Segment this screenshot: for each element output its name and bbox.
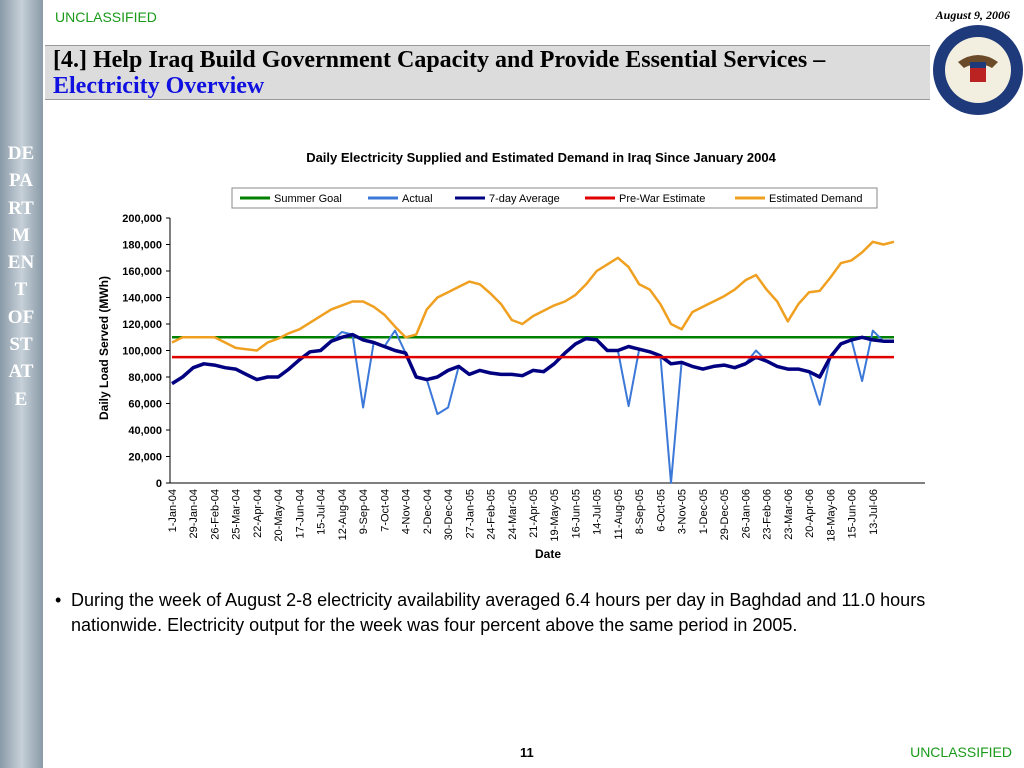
x-tick-label: 15-Jul-04 <box>316 489 328 535</box>
y-tick-label: 60,000 <box>128 399 162 411</box>
x-tick-label: 11-Aug-05 <box>613 489 625 540</box>
y-tick-label: 120,000 <box>122 319 162 331</box>
x-tick-label: 1-Jan-04 <box>167 489 179 532</box>
title: [4.] Help Iraq Build Government Capacity… <box>53 47 913 99</box>
x-tick-label: 13-Jul-06 <box>868 489 880 535</box>
y-tick-label: 200,000 <box>122 213 162 225</box>
x-tick-label: 18-May-06 <box>825 489 837 542</box>
y-tick-label: 0 <box>156 478 162 490</box>
x-tick-label: 19-May-05 <box>549 489 561 542</box>
seal <box>933 25 1023 115</box>
x-tick-label: 17-Jun-04 <box>294 489 306 539</box>
classification: UNCLASSIFIED <box>910 744 1012 760</box>
x-tick-label: 26-Feb-04 <box>209 489 221 540</box>
legend-label: Estimated Demand <box>769 193 863 205</box>
title-box: [4.] Help Iraq Build Government Capacity… <box>45 45 930 100</box>
title-highlight: Electricity Overview <box>53 73 265 99</box>
x-tick-label: 23-Feb-06 <box>762 489 774 540</box>
x-tick-label: 1-Dec-05 <box>698 489 710 534</box>
x-axis-label: Date <box>535 547 561 561</box>
x-tick-label: 15-Jun-06 <box>847 489 859 539</box>
series-line <box>171 329 894 484</box>
y-axis-label: Daily Load Served (MWh) <box>97 276 111 420</box>
date: August 9, 2006 <box>935 8 1010 22</box>
legend-label: 7-day Average <box>489 193 560 205</box>
x-tick-label: 3-Nov-05 <box>677 489 689 534</box>
x-tick-label: 16-Jun-05 <box>570 489 582 539</box>
seal-eagle <box>958 55 998 68</box>
x-tick-label: 27-Jan-05 <box>464 489 476 539</box>
bullet-dot: • <box>55 590 62 610</box>
bullet-text: During the week of August 2-8 electricit… <box>71 590 926 635</box>
y-tick-label: 20,000 <box>128 452 162 464</box>
page-number: 11 <box>520 745 534 760</box>
x-tick-label: 6-Oct-05 <box>655 489 667 532</box>
x-tick-label: 29-Jan-04 <box>188 489 200 539</box>
x-tick-label: 9-Sep-04 <box>358 489 370 534</box>
series-line <box>171 240 895 352</box>
y-tick-label: 100,000 <box>122 346 162 358</box>
x-tick-label: 8-Sep-05 <box>634 489 646 534</box>
series-line <box>171 332 894 386</box>
x-tick-label: 25-Mar-04 <box>231 489 243 540</box>
legend-label: Actual <box>402 193 433 205</box>
y-tick-label: 160,000 <box>122 266 162 278</box>
legend-label: Summer Goal <box>274 193 342 205</box>
sidebar-text: DEPARTMENT OF STATE <box>7 143 35 410</box>
x-tick-label: 12-Aug-04 <box>337 489 349 540</box>
classification: UNCLASSIFIED <box>55 9 157 25</box>
x-tick-label: 23-Mar-06 <box>783 489 795 540</box>
y-tick-label: 40,000 <box>128 425 162 437</box>
x-tick-label: 24-Feb-05 <box>486 489 498 540</box>
x-tick-label: 22-Apr-04 <box>252 489 264 538</box>
x-tick-label: 24-Mar-05 <box>507 489 519 540</box>
y-tick-label: 140,000 <box>122 293 162 305</box>
x-tick-label: 20-Apr-06 <box>804 489 816 538</box>
legend-box <box>231 187 878 209</box>
title-text: [4.] Help Iraq Build Government Capacity… <box>53 47 826 73</box>
seal-shield-top <box>970 62 986 68</box>
x-tick-label: 2-Dec-04 <box>422 489 434 534</box>
chart-title: Daily Electricity Supplied and Estimated… <box>306 150 776 165</box>
y-tick-label: 180,000 <box>122 240 162 252</box>
sidebar: DEPARTMENT OF STATE <box>0 0 43 768</box>
x-tick-label: 4-Nov-04 <box>401 489 413 534</box>
legend-label: Pre-War Estimate <box>619 193 705 205</box>
y-tick-label: 80,000 <box>128 372 162 384</box>
x-tick-label: 14-Jul-05 <box>592 489 604 535</box>
x-tick-label: 7-Oct-04 <box>379 489 391 532</box>
x-tick-label: 29-Dec-05 <box>719 489 731 540</box>
x-tick-label: 26-Jan-06 <box>740 489 752 539</box>
x-tick-label: 21-Apr-05 <box>528 489 540 538</box>
x-tick-label: 20-May-04 <box>273 489 285 542</box>
x-tick-label: 30-Dec-04 <box>443 489 455 540</box>
